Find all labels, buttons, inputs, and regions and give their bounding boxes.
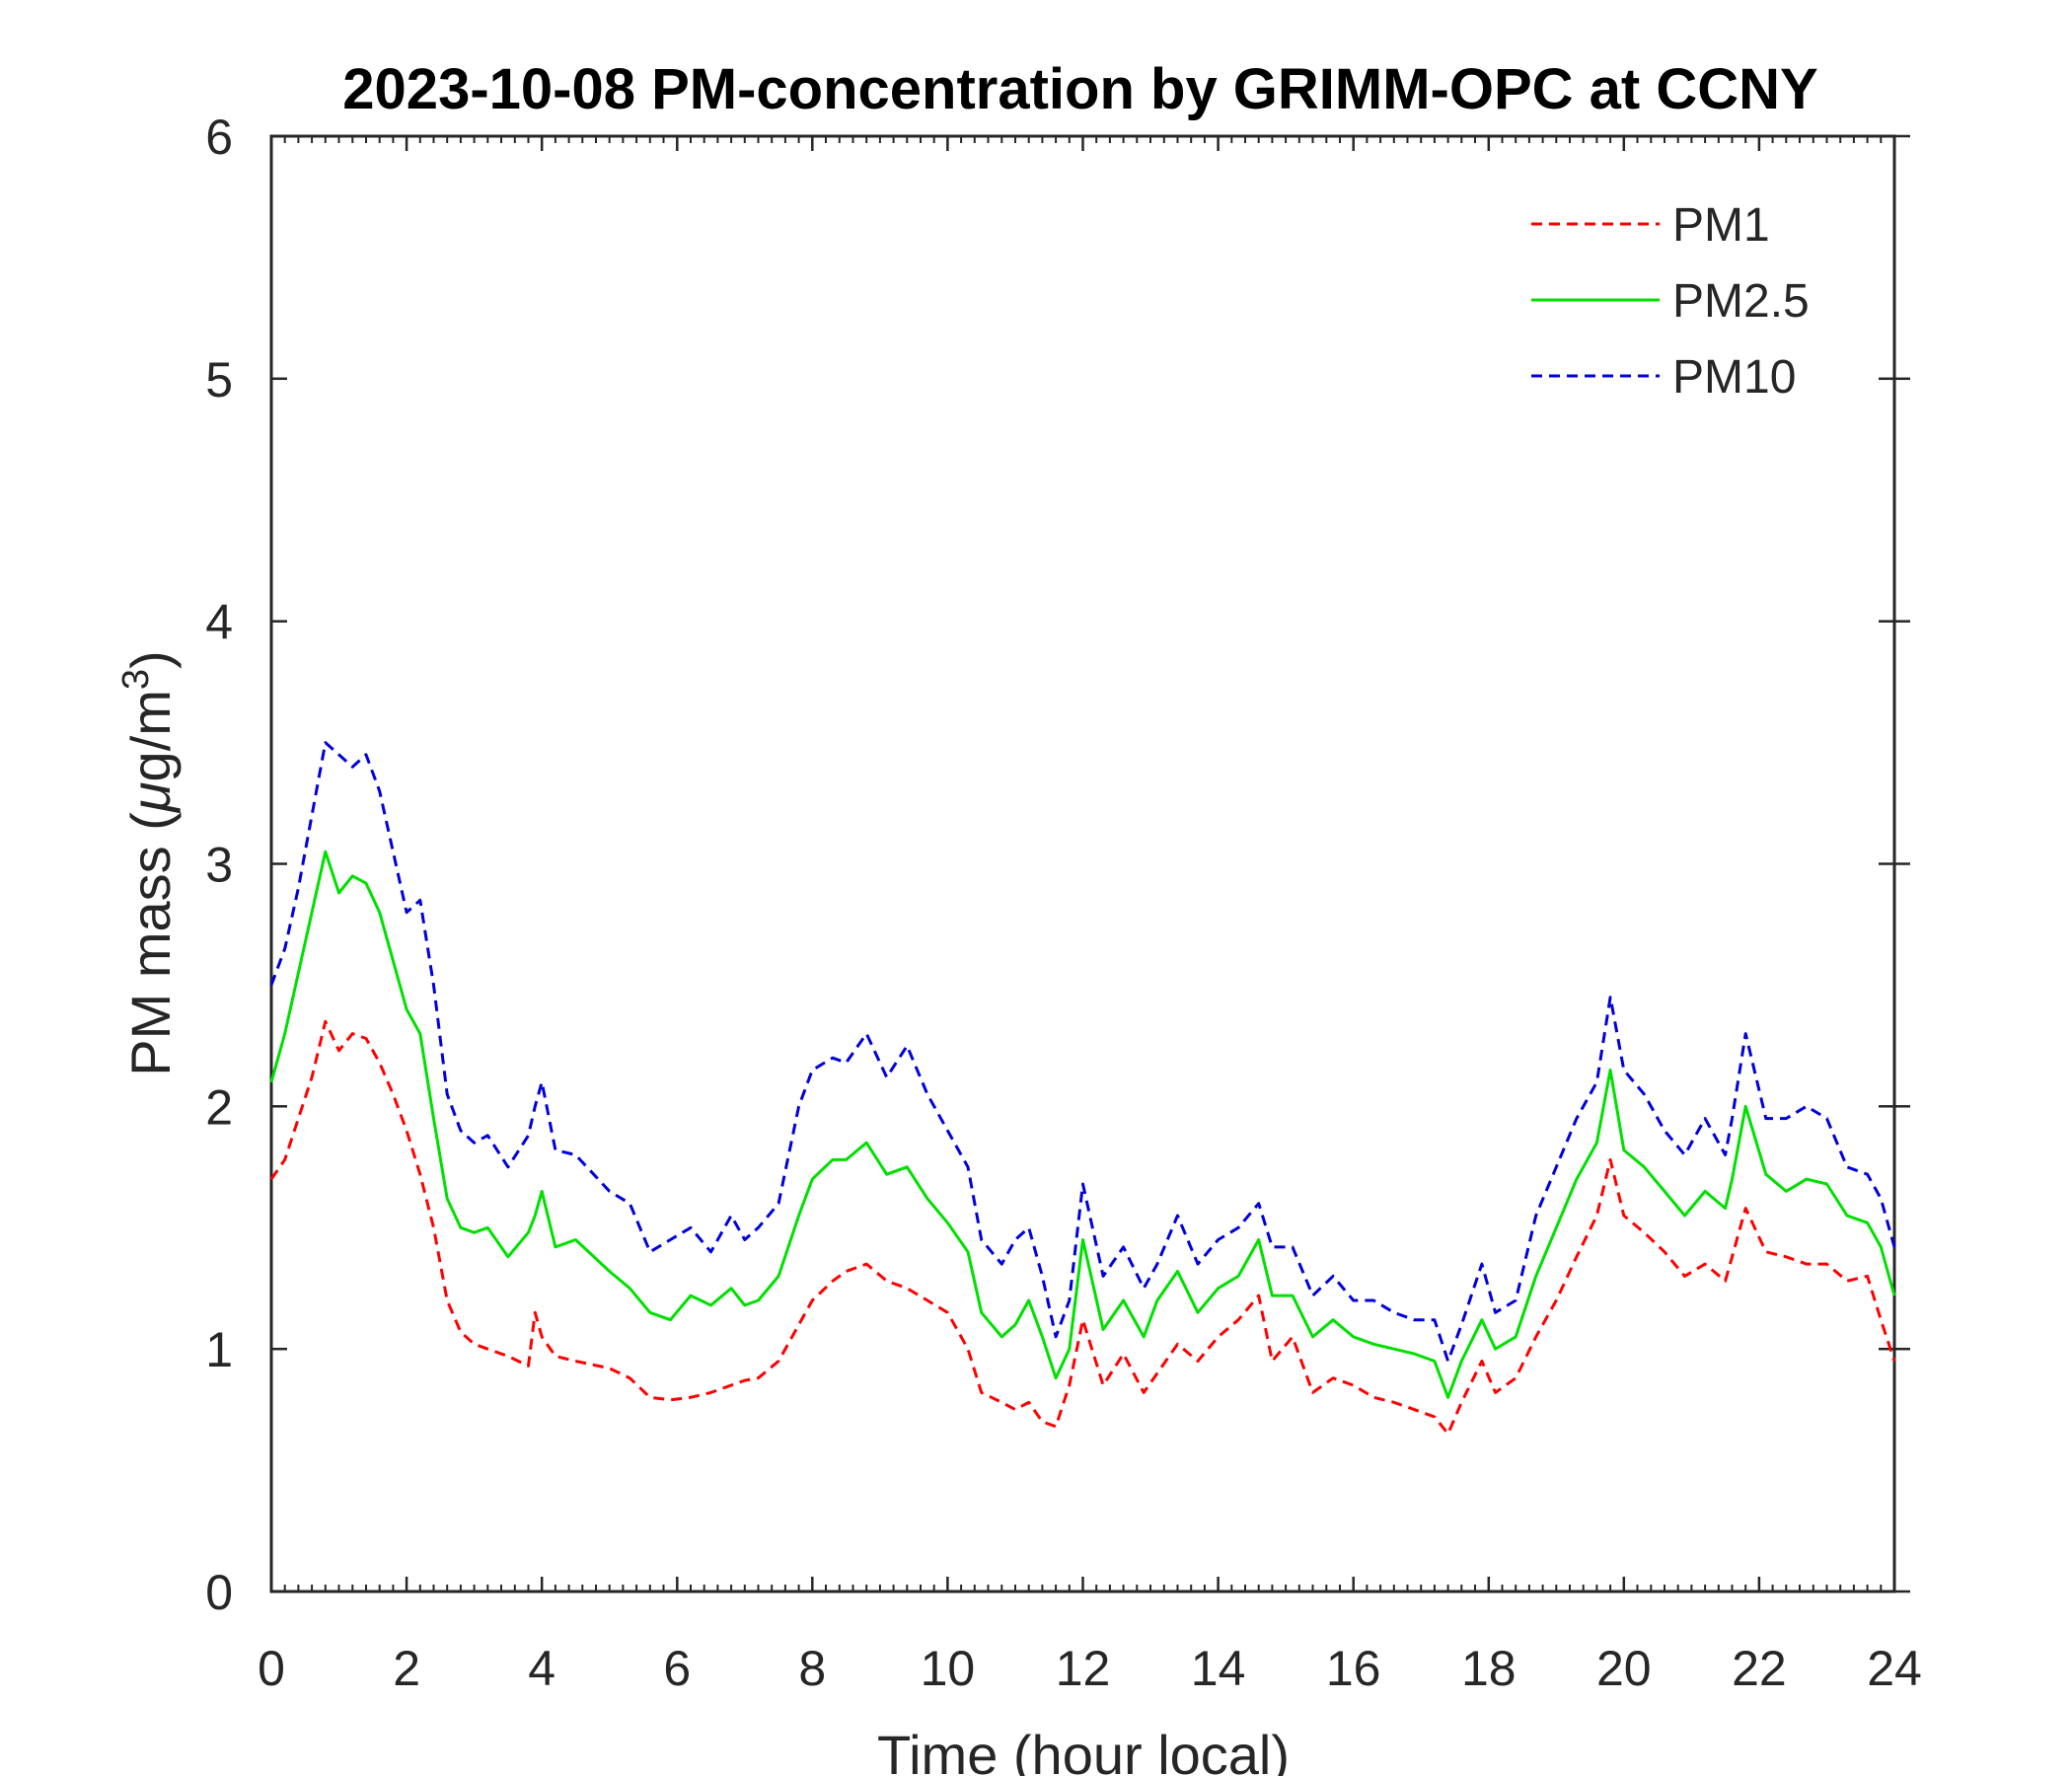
y-tick-label: 3: [205, 838, 233, 893]
series-layer: [269, 741, 1896, 1436]
y-tick-label: 2: [205, 1079, 233, 1135]
x-tick-label: 12: [1056, 1641, 1111, 1696]
y-axis-title-superscript: 3: [115, 669, 157, 690]
y-axis-title-unit: g/m: [119, 690, 182, 781]
x-axis-title: Time (hour local): [877, 1724, 1290, 1776]
y-tick-label: 5: [205, 352, 233, 407]
y-axis-title-mu: μ: [119, 781, 182, 814]
y-tick-label: 6: [205, 110, 233, 165]
y-tick-label: 4: [205, 595, 233, 650]
x-tick-label: 18: [1461, 1641, 1517, 1696]
x-tick-label: 22: [1732, 1641, 1787, 1696]
x-tick-label: 10: [921, 1641, 976, 1696]
series-line-pm2-5: [269, 850, 1896, 1399]
x-tick-label: 0: [258, 1641, 285, 1696]
y-tick-label: 0: [205, 1565, 233, 1620]
x-tick-label: 2: [393, 1641, 420, 1696]
series-line-pm10: [269, 741, 1896, 1363]
x-tick-label: 16: [1326, 1641, 1381, 1696]
plot-area: [269, 134, 1896, 1593]
legend-label-pm1: PM1: [1672, 199, 1770, 252]
chart-title: 2023-10-08 PM-concentration by GRIMM-OPC…: [342, 57, 1817, 121]
x-tick-label: 6: [663, 1641, 691, 1696]
legend-label-pm10: PM10: [1672, 351, 1796, 404]
x-tick-label: 14: [1191, 1641, 1246, 1696]
legend: PM1 PM2.5 PM10: [1531, 199, 1810, 404]
series-line-pm1: [269, 1019, 1896, 1436]
x-tick-label: 20: [1596, 1641, 1652, 1696]
y-axis-title-prefix: PM mass (: [119, 812, 182, 1076]
y-axis-title: PM mass (μg/m3): [115, 650, 182, 1075]
x-tick-label: 4: [528, 1641, 555, 1696]
x-tick-label: 8: [798, 1641, 826, 1696]
x-tick-label: 24: [1867, 1641, 1922, 1696]
y-tick-labels: 0 1 2 3 4 5 6: [205, 110, 233, 1620]
legend-label-pm2-5: PM2.5: [1672, 275, 1810, 328]
y-axis-title-suffix: ): [119, 650, 182, 669]
x-tick-labels: 0 2 4 6 8 10 12 14 16 18 20 22 24: [258, 1641, 1922, 1696]
y-tick-label: 1: [205, 1322, 233, 1377]
